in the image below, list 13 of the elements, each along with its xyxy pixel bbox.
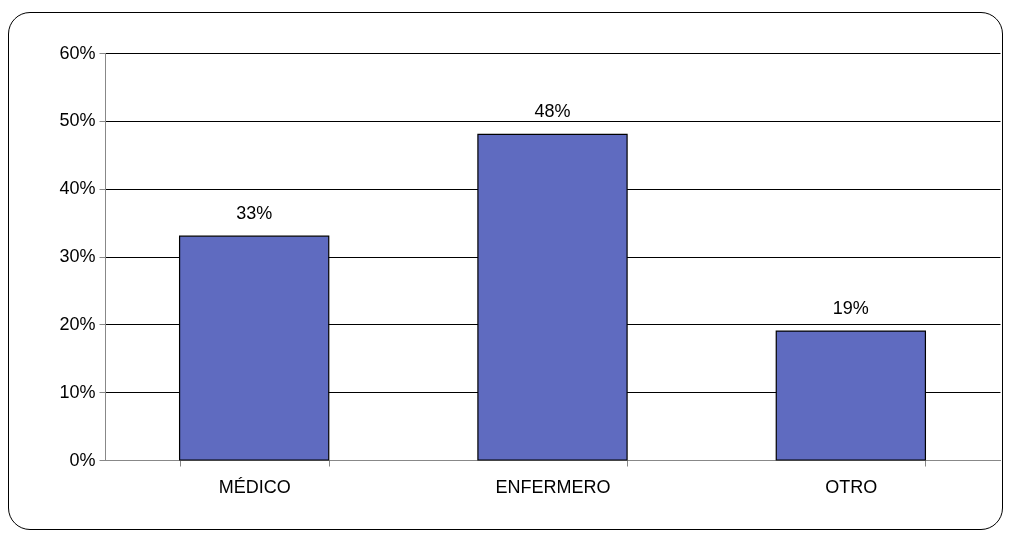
x-tick-label: MÉDICO (218, 476, 291, 497)
y-tick-label: 60% (59, 42, 96, 63)
x-tick-label: ENFERMERO (495, 476, 611, 497)
y-tick-label: 30% (59, 246, 96, 266)
y-tick-label: 10% (59, 381, 96, 402)
y-tick-label: 0% (69, 449, 96, 470)
x-tick-label: OTRO (825, 476, 878, 497)
y-tick-label: 40% (59, 178, 96, 199)
y-tick-label: 20% (59, 313, 96, 334)
data-label: 33% (236, 203, 273, 224)
data-label: 19% (832, 298, 869, 319)
data-label: 48% (534, 101, 571, 122)
y-tick-label: 50% (59, 110, 96, 131)
